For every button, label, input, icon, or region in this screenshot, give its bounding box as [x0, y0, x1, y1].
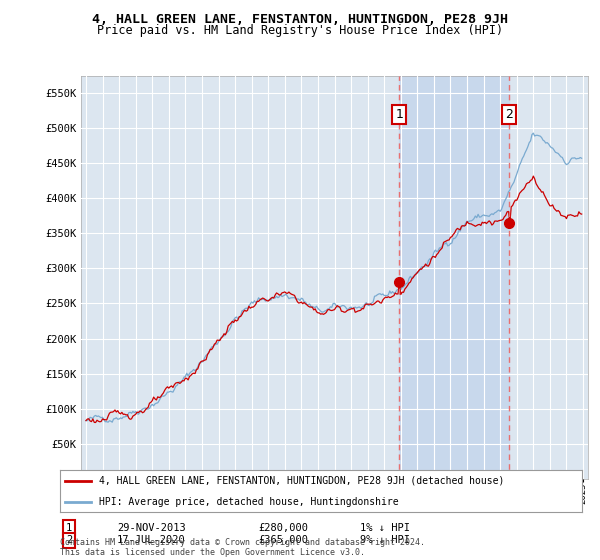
Text: 4, HALL GREEN LANE, FENSTANTON, HUNTINGDON, PE28 9JH (detached house): 4, HALL GREEN LANE, FENSTANTON, HUNTINGD…	[99, 476, 505, 486]
Text: 4, HALL GREEN LANE, FENSTANTON, HUNTINGDON, PE28 9JH: 4, HALL GREEN LANE, FENSTANTON, HUNTINGD…	[92, 13, 508, 26]
Text: 1% ↓ HPI: 1% ↓ HPI	[360, 522, 410, 533]
Bar	[400, 76, 509, 479]
Text: £280,000: £280,000	[258, 522, 308, 533]
Text: 2: 2	[66, 535, 72, 545]
Text: 1: 1	[66, 522, 72, 533]
Text: 29-NOV-2013: 29-NOV-2013	[117, 522, 186, 533]
Text: Contains HM Land Registry data © Crown copyright and database right 2024.
This d: Contains HM Land Registry data © Crown c…	[60, 538, 425, 557]
Text: 2: 2	[505, 108, 513, 120]
Text: 17-JUL-2020: 17-JUL-2020	[117, 535, 186, 545]
Text: 1: 1	[395, 108, 403, 120]
Text: HPI: Average price, detached house, Huntingdonshire: HPI: Average price, detached house, Hunt…	[99, 497, 399, 507]
Text: 9% ↓ HPI: 9% ↓ HPI	[360, 535, 410, 545]
Text: Price paid vs. HM Land Registry's House Price Index (HPI): Price paid vs. HM Land Registry's House …	[97, 24, 503, 38]
Text: £365,000: £365,000	[258, 535, 308, 545]
